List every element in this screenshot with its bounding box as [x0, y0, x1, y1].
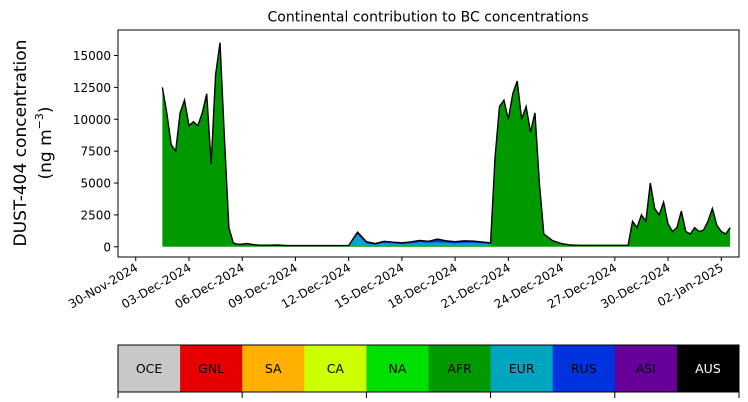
- legend-label-aus: AUS: [695, 361, 721, 376]
- y-tick-label: 15000: [73, 49, 111, 63]
- legend-swatch-asi: [614, 345, 678, 392]
- y-axis-label-unit: (ng m: [36, 129, 56, 179]
- legend-swatch-na: [366, 345, 429, 392]
- legend-label-afr: AFR: [447, 361, 472, 376]
- y-axis-label-close: ): [36, 106, 56, 113]
- y-axis: 0 2500 5000 7500 10000 12500 15000: [73, 49, 118, 254]
- legend-swatch-rus: [552, 345, 616, 392]
- total-outline: [161, 42, 731, 247]
- legend-label-sa: SA: [265, 361, 282, 376]
- area-eur: [162, 42, 731, 247]
- area-rus: [162, 42, 731, 247]
- y-tick-label: 0: [103, 240, 111, 254]
- legend-label-oce: OCE: [136, 361, 163, 376]
- legend-label-asi: ASI: [636, 361, 656, 376]
- legend-colorbar: OCE GNL SA CA NA AFR EUR RUS ASI AUS: [117, 344, 740, 398]
- area-afr: [162, 42, 731, 247]
- y-tick-label: 2500: [80, 208, 111, 222]
- y-tick-label: 5000: [80, 177, 111, 191]
- legend-swatch-oce: [118, 345, 181, 392]
- legend-label-ca: CA: [327, 361, 345, 376]
- legend-label-eur: EUR: [509, 361, 535, 376]
- legend-frame: [117, 344, 740, 393]
- legend-swatch-aus: [676, 345, 740, 392]
- chart-title: Continental contribution to BC concentra…: [267, 10, 588, 26]
- y-axis-label: DUST-404 concentration (ng m−3): [11, 40, 56, 247]
- y-tick-label: 12500: [73, 81, 111, 95]
- y-axis-label-exponent: −3: [33, 113, 46, 129]
- area-asi: [162, 42, 731, 247]
- legend-swatch-ca: [304, 345, 367, 392]
- y-axis-label-line-2: (ng m−3): [33, 106, 57, 179]
- legend-label-rus: RUS: [571, 361, 597, 376]
- legend-label-gnl: GNL: [198, 361, 224, 376]
- y-tick-label: 10000: [73, 113, 111, 127]
- x-axis: 30-Nov-202403-Dec-202406-Dec-202409-Dec-…: [66, 257, 726, 311]
- legend-swatch-sa: [242, 345, 305, 392]
- y-axis-label-line-1: DUST-404 concentration: [11, 40, 31, 247]
- area-series-group: [162, 42, 731, 247]
- legend-swatch-afr: [428, 345, 491, 392]
- legend-swatch-gnl: [180, 345, 243, 392]
- plot-frame: [117, 29, 740, 258]
- legend-swatch-eur: [490, 345, 553, 392]
- y-tick-label: 7500: [80, 145, 111, 159]
- legend-label-na: NA: [388, 361, 406, 376]
